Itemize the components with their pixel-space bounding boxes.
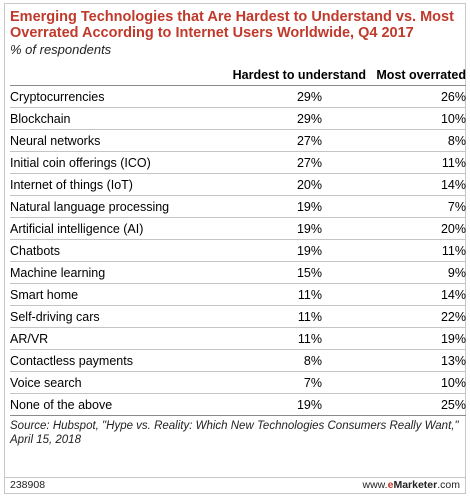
header-most-overrated: Most overrated bbox=[366, 65, 466, 86]
most-overrated-value: 7% bbox=[366, 195, 466, 218]
hardest-to-understand-value: 20% bbox=[212, 173, 366, 196]
most-overrated-value: 9% bbox=[366, 261, 466, 284]
table-row: Contactless payments 8% 13% bbox=[10, 349, 466, 372]
hardest-to-understand-value: 19% bbox=[212, 195, 366, 218]
most-overrated-value: 19% bbox=[366, 327, 466, 350]
most-overrated-value: 22% bbox=[366, 305, 466, 328]
hardest-to-understand-value: 15% bbox=[212, 261, 366, 284]
table-row: Natural language processing 19% 7% bbox=[10, 195, 466, 218]
row-label: Neural networks bbox=[10, 129, 212, 152]
table-row: AR/VR 11% 19% bbox=[10, 327, 466, 350]
brand-logo: www.eMarketer.com bbox=[363, 478, 460, 493]
header-label-column bbox=[10, 65, 212, 86]
most-overrated-value: 20% bbox=[366, 217, 466, 240]
table-header-row: Hardest to understand Most overrated bbox=[10, 65, 466, 86]
hardest-to-understand-value: 19% bbox=[212, 217, 366, 240]
table-row: Self-driving cars 11% 22% bbox=[10, 305, 466, 328]
header-hardest-to-understand: Hardest to understand bbox=[212, 65, 366, 86]
hardest-to-understand-value: 19% bbox=[212, 393, 366, 416]
table-row: Blockchain 29% 10% bbox=[10, 107, 466, 130]
most-overrated-value: 8% bbox=[366, 129, 466, 152]
row-label: AR/VR bbox=[10, 327, 212, 350]
table-row: None of the above 19% 25% bbox=[10, 393, 466, 416]
hardest-to-understand-value: 29% bbox=[212, 107, 366, 130]
table-row: Machine learning 15% 9% bbox=[10, 261, 466, 284]
row-label: Chatbots bbox=[10, 239, 212, 262]
hardest-to-understand-value: 11% bbox=[212, 305, 366, 328]
chart-frame: Emerging Technologies that Are Hardest t… bbox=[4, 3, 466, 494]
table-row: Cryptocurrencies 29% 26% bbox=[10, 85, 466, 108]
row-label: Machine learning bbox=[10, 261, 212, 284]
table-row: Chatbots 19% 11% bbox=[10, 239, 466, 262]
brand-suffix: .com bbox=[437, 479, 460, 491]
most-overrated-value: 11% bbox=[366, 239, 466, 262]
table-row: Neural networks 27% 8% bbox=[10, 129, 466, 152]
chart-subtitle: % of respondents bbox=[10, 42, 112, 57]
hardest-to-understand-value: 11% bbox=[212, 283, 366, 306]
table-body: Cryptocurrencies 29% 26% Blockchain 29% 10% Ne… bbox=[10, 85, 466, 416]
most-overrated-value: 11% bbox=[366, 151, 466, 174]
chart-id: 238908 bbox=[10, 479, 46, 491]
data-table: Hardest to understand Most overrated Cry… bbox=[10, 65, 466, 416]
table-row: Voice search 7% 10% bbox=[10, 371, 466, 394]
hardest-to-understand-value: 27% bbox=[212, 151, 366, 174]
table-row: Smart home 11% 14% bbox=[10, 283, 466, 306]
row-label: Contactless payments bbox=[10, 349, 212, 372]
source-note: Source: Hubspot, "Hype vs. Reality: Whic… bbox=[10, 420, 459, 446]
row-label: Self-driving cars bbox=[10, 305, 212, 328]
most-overrated-value: 26% bbox=[366, 85, 466, 108]
table-row: Artificial intelligence (AI) 19% 20% bbox=[10, 217, 466, 240]
table-row: Internet of things (IoT) 20% 14% bbox=[10, 173, 466, 196]
row-label: Artificial intelligence (AI) bbox=[10, 217, 212, 240]
row-label: Smart home bbox=[10, 283, 212, 306]
hardest-to-understand-value: 7% bbox=[212, 371, 366, 394]
hardest-to-understand-value: 29% bbox=[212, 85, 366, 108]
most-overrated-value: 25% bbox=[366, 393, 466, 416]
hardest-to-understand-value: 11% bbox=[212, 327, 366, 350]
row-label: Cryptocurrencies bbox=[10, 85, 212, 108]
hardest-to-understand-value: 8% bbox=[212, 349, 366, 372]
most-overrated-value: 10% bbox=[366, 107, 466, 130]
footer: 238908 www.eMarketer.com bbox=[5, 477, 465, 493]
row-label: None of the above bbox=[10, 393, 212, 416]
row-label: Internet of things (IoT) bbox=[10, 173, 212, 196]
brand-name: Marketer bbox=[393, 479, 438, 491]
row-label: Voice search bbox=[10, 371, 212, 394]
hardest-to-understand-value: 27% bbox=[212, 129, 366, 152]
most-overrated-value: 10% bbox=[366, 371, 466, 394]
most-overrated-value: 14% bbox=[366, 173, 466, 196]
chart-title: Emerging Technologies that Are Hardest t… bbox=[10, 9, 454, 41]
table-row: Initial coin offerings (ICO) 27% 11% bbox=[10, 151, 466, 174]
most-overrated-value: 13% bbox=[366, 349, 466, 372]
hardest-to-understand-value: 19% bbox=[212, 239, 366, 262]
row-label: Initial coin offerings (ICO) bbox=[10, 151, 212, 174]
brand-e: e bbox=[387, 479, 394, 491]
row-label: Blockchain bbox=[10, 107, 212, 130]
brand-prefix: www. bbox=[362, 479, 388, 491]
row-label: Natural language processing bbox=[10, 195, 212, 218]
most-overrated-value: 14% bbox=[366, 283, 466, 306]
